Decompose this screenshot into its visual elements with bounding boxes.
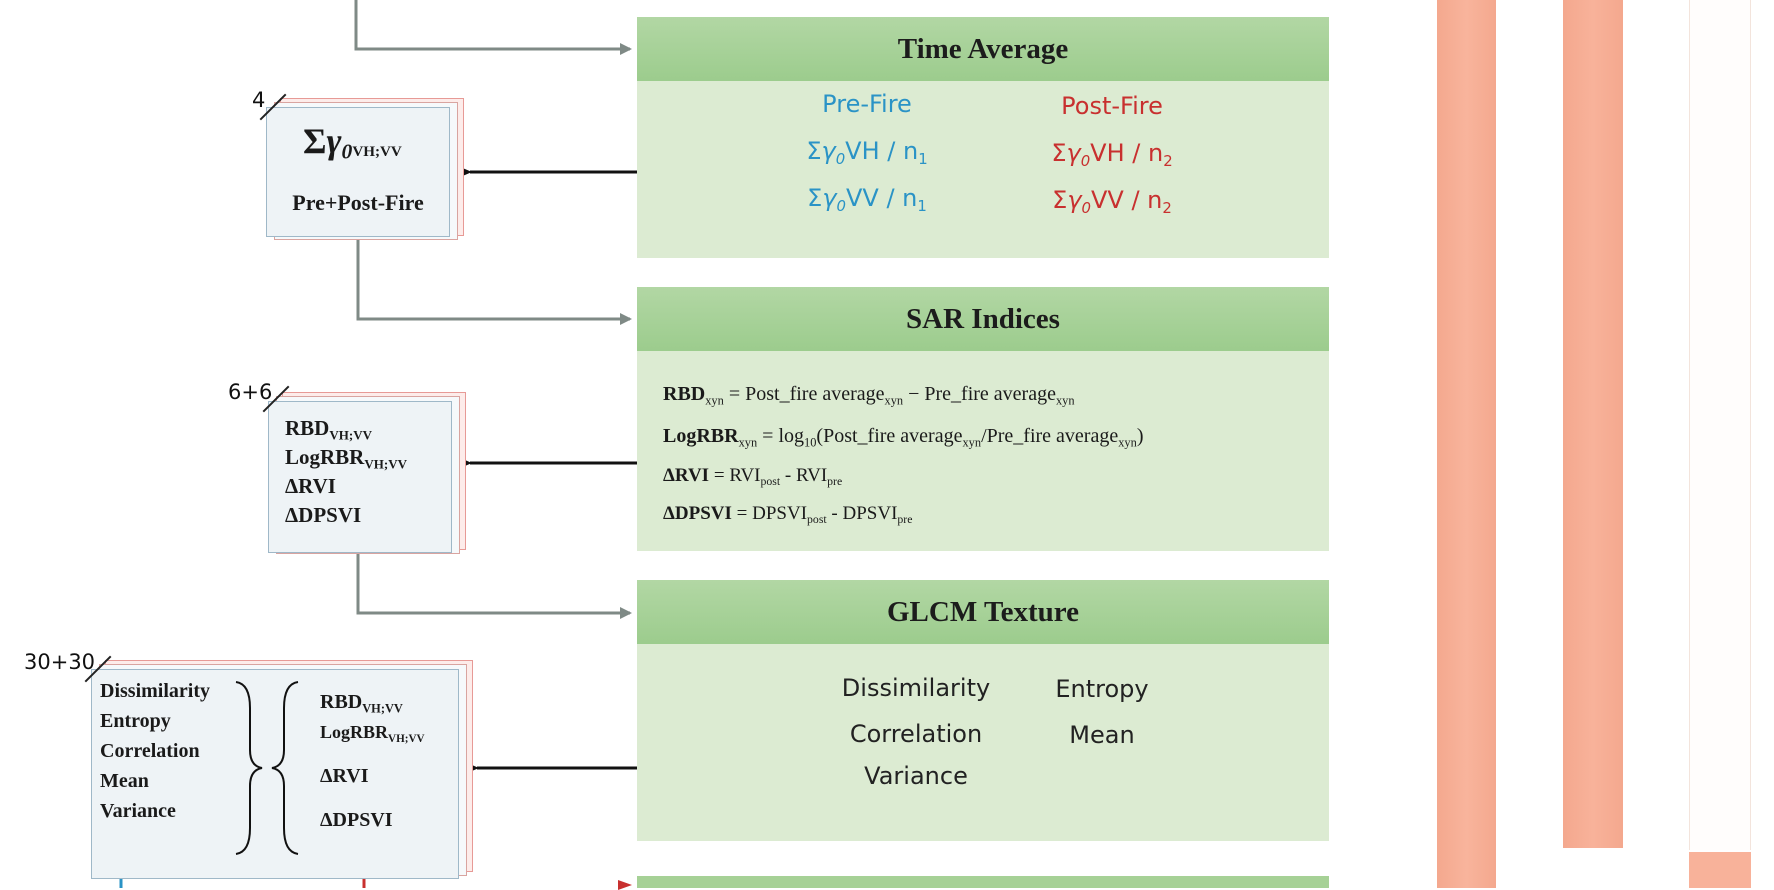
texture-output-stack: Dissimilarity Entropy Correlation Mean V…: [91, 660, 476, 880]
indices-rbd: RBDVH;VV: [285, 416, 373, 443]
indices-ddpsvi: ΔDPSVI: [285, 503, 362, 527]
indices-drvi: ΔRVI: [285, 474, 336, 498]
post-fire-vv: Σγ0VV / n2: [1052, 186, 1172, 218]
glcm-texture-panel: GLCM Texture Dissimilarity Entropy Corre…: [637, 580, 1329, 841]
texture-item: Mean: [100, 770, 149, 792]
post-fire-label: Post-Fire: [1061, 92, 1163, 120]
glcm-variance: Variance: [864, 762, 968, 790]
time-average-panel: Time Average Pre-Fire Σγ0VH / n1 Σγ0VV /…: [637, 17, 1329, 258]
pre-fire-vh: Σγ0VH / n1: [806, 137, 928, 169]
indices-card: RBDVH;VV LogRBRVH;VV ΔRVI ΔDPSVI: [268, 401, 452, 553]
sar-indices-title: SAR Indices: [637, 287, 1329, 351]
pre-fire-column: Pre-Fire Σγ0VH / n1 Σγ0VV / n1: [757, 81, 977, 222]
texture-left-list: Dissimilarity Entropy Correlation Mean V…: [100, 676, 210, 826]
texture-item: Variance: [100, 800, 176, 822]
texture-item: Entropy: [100, 710, 171, 732]
texture-ddpsvi: ΔDPSVI: [320, 809, 393, 831]
gamma-caption: Pre+Post-Fire: [292, 190, 424, 215]
rbd-equation: RBDxyn = Post_fire averagexyn − Pre_fire…: [663, 383, 1075, 408]
bar-3: [1689, 852, 1751, 888]
pre-fire-label: Pre-Fire: [822, 90, 912, 118]
flow-to-glcm: [356, 552, 632, 619]
post-fire-vh: Σγ0VH / n2: [1051, 139, 1173, 171]
glcm-correlation: Correlation: [849, 720, 983, 748]
flow-to-time-average: [354, 0, 632, 55]
texture-right-list: RBDVH;VV LogRBRVH;VV ΔRVI ΔDPSVI: [320, 688, 425, 835]
glcm-entropy: Entropy: [1055, 675, 1149, 703]
flow-to-sar-indices: [356, 238, 632, 325]
logrbr-equation: LogRBRxyn = log10(Post_fire averagexyn/P…: [663, 425, 1144, 450]
gamma-card: Σγ0VH;VV Pre+Post-Fire: [266, 107, 450, 237]
pre-fire-vv: Σγ0VV / n1: [807, 184, 927, 216]
texture-logrbr: LogRBRVH;VV: [320, 722, 425, 745]
bar-3-outline: [1689, 0, 1751, 850]
texture-item: Dissimilarity: [100, 680, 210, 702]
glcm-dissimilarity: Dissimilarity: [841, 674, 991, 702]
indices-count: 6+6: [228, 380, 273, 404]
texture-rbd: RBDVH;VV: [320, 691, 403, 716]
next-panel-head: [637, 876, 1329, 888]
indices-logrbr: LogRBRVH;VV: [285, 445, 408, 472]
bar-1: [1437, 0, 1496, 888]
next-panel-arrow-tip: [618, 880, 632, 890]
post-fire-column: Post-Fire Σγ0VH / n2 Σγ0VV / n2: [1002, 83, 1222, 224]
gamma-output-stack: Σγ0VH;VV Pre+Post-Fire: [266, 98, 466, 240]
texture-item: Correlation: [100, 740, 200, 762]
glcm-mean: Mean: [1069, 721, 1135, 749]
gamma-symbol: Σγ0VH;VV: [303, 121, 402, 164]
brace-pair: [235, 681, 299, 855]
drvi-equation: ΔRVI = RVIpost - RVIpre: [663, 465, 843, 489]
ddpsvi-equation: ΔDPSVI = DPSVIpost - DPSVIpre: [663, 503, 913, 527]
bar-2: [1563, 0, 1623, 848]
texture-count: 30+30: [24, 650, 96, 674]
indices-output-stack: RBDVH;VV LogRBRVH;VV ΔRVI ΔDPSVI: [268, 392, 468, 556]
gamma-count: 4: [252, 88, 266, 112]
glcm-texture-title: GLCM Texture: [637, 580, 1329, 644]
texture-card: Dissimilarity Entropy Correlation Mean V…: [91, 669, 459, 879]
sar-indices-panel: SAR Indices RBDxyn = Post_fire averagexy…: [637, 287, 1329, 551]
time-average-title: Time Average: [637, 17, 1329, 81]
texture-drvi: ΔRVI: [320, 765, 369, 787]
